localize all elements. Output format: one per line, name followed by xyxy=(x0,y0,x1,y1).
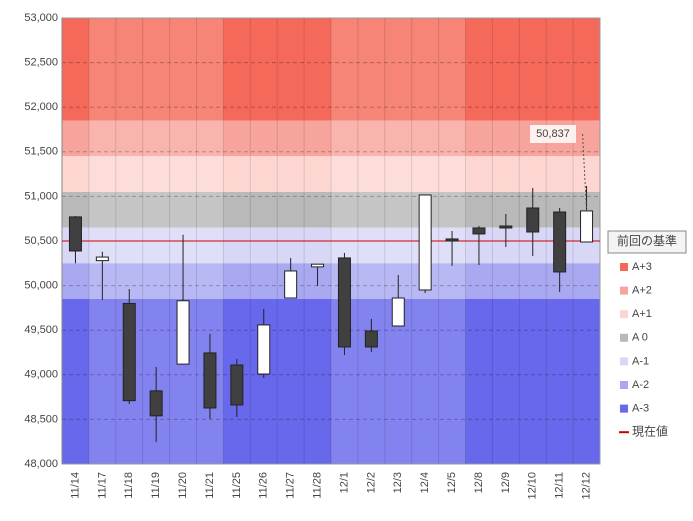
annotation-label: 50,837 xyxy=(536,128,570,140)
candle-body xyxy=(553,211,567,273)
y-tick-label: 50,000 xyxy=(24,280,58,292)
x-tick-label: 12/11 xyxy=(554,472,566,499)
y-tick-label: 52,000 xyxy=(24,101,58,113)
legend-label: A+2 xyxy=(632,285,652,297)
legend-label: A-1 xyxy=(632,355,649,367)
x-tick-label: 11/17 xyxy=(96,472,108,499)
candle-body xyxy=(122,302,136,402)
y-tick-label: 51,000 xyxy=(24,190,58,202)
x-tick-label: 12/9 xyxy=(500,472,512,493)
y-tick-label: 53,000 xyxy=(24,12,58,24)
y-tick-label: 50,500 xyxy=(24,235,58,247)
legend-swatch xyxy=(620,381,628,389)
candle-body xyxy=(203,352,217,409)
x-tick-label: 11/25 xyxy=(231,472,243,499)
candle-body xyxy=(418,194,432,291)
legend-label: 現在値 xyxy=(632,423,668,438)
annotation-leader xyxy=(582,133,588,211)
x-tick-label: 11/18 xyxy=(123,472,135,499)
y-tick-label: 52,500 xyxy=(24,57,58,69)
candle-body xyxy=(311,263,325,268)
legend-swatch xyxy=(620,286,628,295)
x-tick-label: 12/1 xyxy=(338,472,350,493)
candle-body xyxy=(95,256,109,262)
x-tick-label: 12/5 xyxy=(446,472,458,493)
x-tick-label: 11/21 xyxy=(204,472,216,499)
legend-swatch xyxy=(620,263,628,271)
candle-body xyxy=(230,364,244,406)
candle-body xyxy=(337,257,351,348)
legend-swatch xyxy=(620,333,628,342)
y-tick-label: 49,500 xyxy=(24,324,58,336)
y-tick-label: 48,500 xyxy=(24,413,58,425)
candle-body xyxy=(284,270,298,299)
x-tick-label: 12/2 xyxy=(365,472,377,493)
candle-body xyxy=(176,300,190,365)
candle-body xyxy=(257,324,271,375)
legend-title-box xyxy=(607,230,687,254)
candle-body xyxy=(364,330,378,348)
y-tick-label: 49,000 xyxy=(24,369,58,381)
annotation-box xyxy=(530,125,576,143)
candle-body xyxy=(149,390,163,417)
x-tick-label: 11/28 xyxy=(311,472,323,499)
x-tick-label: 12/3 xyxy=(392,472,404,493)
legend-swatch xyxy=(620,404,628,413)
x-tick-label: 11/26 xyxy=(258,472,270,499)
legend-title: 前回の基準 xyxy=(617,233,677,248)
zone-band xyxy=(62,191,600,228)
candle-body xyxy=(391,297,405,327)
x-tick-label: 11/20 xyxy=(177,472,189,499)
zone-band xyxy=(62,227,600,264)
x-tick-label: 12/8 xyxy=(473,472,485,493)
x-tick-label: 12/4 xyxy=(419,472,431,493)
legend-label: A-2 xyxy=(632,379,649,391)
x-tick-label: 12/10 xyxy=(527,472,539,500)
legend-label: A+3 xyxy=(632,261,652,273)
candle-body xyxy=(445,238,459,242)
legend-label: A 0 xyxy=(632,332,648,344)
x-tick-label: 11/27 xyxy=(285,472,297,499)
candle-body xyxy=(580,210,594,243)
legend-label: A+1 xyxy=(632,308,652,320)
zone-band xyxy=(62,120,600,157)
zone-band xyxy=(62,298,600,464)
legend-label: A-3 xyxy=(632,403,649,415)
x-tick-label: 11/14 xyxy=(69,472,81,499)
x-tick-label: 12/12 xyxy=(580,472,592,500)
y-tick-label: 51,500 xyxy=(24,146,58,158)
legend-swatch xyxy=(620,310,628,319)
candle-body xyxy=(472,227,486,235)
candle-body xyxy=(499,225,513,229)
y-tick-label: 48,000 xyxy=(24,458,58,470)
legend-swatch xyxy=(620,357,628,366)
candle-body xyxy=(68,216,82,252)
zone-band xyxy=(62,156,600,192)
zone-band xyxy=(62,263,600,299)
candle-body xyxy=(526,207,540,233)
zone-band xyxy=(62,18,600,121)
x-tick-label: 11/19 xyxy=(150,472,162,499)
